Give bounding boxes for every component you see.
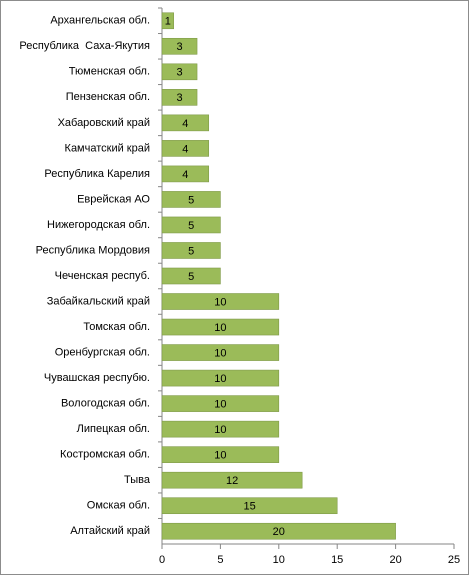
y-tick-label: Липецкая обл. [77, 423, 150, 435]
data-label: 12 [226, 475, 238, 487]
y-tick-label: Тюменская обл. [69, 66, 150, 78]
data-label: 5 [188, 271, 194, 283]
y-tick-label: Тыва [124, 474, 151, 486]
x-tick-label: 25 [448, 554, 460, 566]
y-tick-label: Нижегородская обл. [47, 219, 150, 231]
y-tick-label: Чувашская респубю. [44, 372, 150, 384]
data-label: 3 [176, 92, 182, 104]
y-tick-label: Омская обл. [87, 500, 150, 512]
bar [161, 420, 280, 438]
data-label: 10 [214, 347, 226, 359]
y-tick-label: Еврейская АО [77, 193, 150, 205]
data-label: 10 [214, 450, 226, 462]
bar [161, 63, 198, 81]
bar [161, 267, 221, 285]
x-tick-label: 0 [159, 554, 165, 566]
bar [161, 369, 280, 387]
y-tick-label: Республика Саха-Якутия [19, 40, 150, 52]
x-tick-label: 20 [389, 554, 401, 566]
bar [161, 293, 280, 310]
y-tick-label: Вологодская обл. [61, 398, 150, 410]
data-label: 10 [214, 399, 226, 411]
y-tick-label: Томская обл. [83, 321, 150, 333]
y-tick-label: Чеченская респуб. [55, 270, 150, 282]
data-label: 10 [214, 322, 226, 334]
data-label: 10 [214, 424, 226, 436]
data-label: 3 [176, 41, 182, 53]
x-tick-label: 15 [331, 554, 343, 566]
y-tick-label: Хабаровский край [58, 117, 150, 129]
bar [161, 165, 210, 183]
bar [161, 191, 221, 208]
y-tick-label: Алтайский край [70, 525, 150, 537]
y-tick-label: Костромская обл. [60, 449, 150, 461]
data-label: 3 [176, 67, 182, 79]
data-label: 10 [214, 296, 226, 308]
data-label: 4 [182, 169, 188, 181]
bar [161, 318, 280, 336]
y-tick-label: Республика Мордовия [36, 244, 150, 256]
bar [161, 344, 280, 361]
bar [161, 395, 280, 412]
bar [161, 89, 198, 106]
bar [161, 522, 396, 540]
bar [161, 242, 221, 259]
x-tick-label: 5 [217, 554, 223, 566]
bar [161, 114, 210, 132]
y-tick-label: Архангельская обл. [50, 15, 150, 27]
y-tick-label: Забайкальский край [47, 295, 150, 307]
x-tick-label: 10 [273, 554, 285, 566]
data-label: 10 [214, 373, 226, 385]
data-label: 20 [273, 526, 285, 538]
data-label: 1 [165, 16, 171, 28]
bar [161, 12, 174, 30]
data-label: 5 [188, 220, 194, 232]
data-label: 4 [182, 118, 188, 130]
bar [161, 216, 221, 234]
y-tick-label: Пензенская обл. [66, 91, 150, 103]
y-tick-label: Оренбургская обл. [55, 346, 150, 358]
y-tick-label: Республика Карелия [44, 168, 150, 180]
data-label: 15 [243, 501, 255, 513]
data-label: 5 [188, 245, 194, 257]
bar [161, 446, 280, 463]
bar [161, 497, 338, 515]
data-label: 5 [188, 194, 194, 206]
y-tick-label: Камчатский край [65, 142, 150, 154]
bar [161, 471, 303, 489]
bar [161, 37, 198, 55]
bar [161, 140, 210, 157]
data-label: 4 [182, 143, 188, 155]
